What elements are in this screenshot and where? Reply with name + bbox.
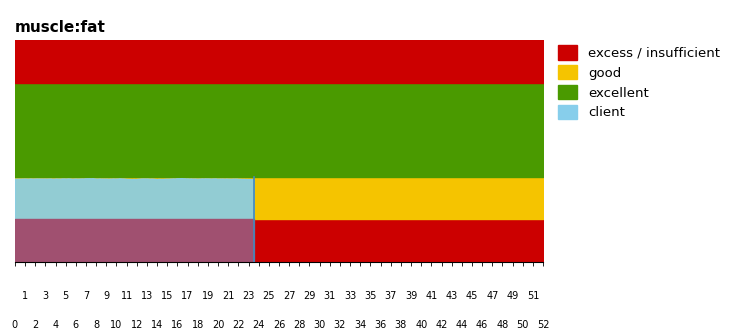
Text: 12: 12: [131, 320, 143, 330]
Text: 0: 0: [12, 320, 18, 330]
Text: 37: 37: [385, 291, 397, 301]
Text: 39: 39: [405, 291, 417, 301]
Text: 47: 47: [486, 291, 498, 301]
Text: 41: 41: [426, 291, 437, 301]
Text: 40: 40: [415, 320, 427, 330]
Text: 42: 42: [435, 320, 448, 330]
Text: 26: 26: [273, 320, 285, 330]
Text: 29: 29: [304, 291, 315, 301]
Text: 27: 27: [283, 291, 295, 301]
Text: 15: 15: [161, 291, 173, 301]
Text: 34: 34: [354, 320, 366, 330]
Text: 14: 14: [151, 320, 163, 330]
Text: 21: 21: [222, 291, 234, 301]
Text: 10: 10: [110, 320, 123, 330]
Text: 16: 16: [171, 320, 184, 330]
Text: 22: 22: [232, 320, 245, 330]
Text: 20: 20: [212, 320, 224, 330]
Text: muscle:fat: muscle:fat: [15, 20, 106, 35]
Text: 33: 33: [344, 291, 356, 301]
Text: 43: 43: [446, 291, 458, 301]
Legend: excess / insufficient, good, excellent, client: excess / insufficient, good, excellent, …: [555, 42, 722, 122]
Text: 1: 1: [22, 291, 28, 301]
Text: 38: 38: [395, 320, 407, 330]
Text: 5: 5: [62, 291, 68, 301]
Text: 30: 30: [313, 320, 326, 330]
Text: 28: 28: [293, 320, 306, 330]
Text: 44: 44: [456, 320, 468, 330]
Text: 2: 2: [32, 320, 39, 330]
Text: 19: 19: [202, 291, 214, 301]
Text: 32: 32: [334, 320, 346, 330]
Text: 50: 50: [516, 320, 529, 330]
Text: 52: 52: [537, 320, 549, 330]
Text: 46: 46: [476, 320, 488, 330]
Text: 31: 31: [324, 291, 336, 301]
Text: 4: 4: [52, 320, 59, 330]
Text: 11: 11: [121, 291, 132, 301]
Text: 3: 3: [42, 291, 48, 301]
Text: 8: 8: [93, 320, 99, 330]
Text: 13: 13: [141, 291, 153, 301]
Text: 18: 18: [192, 320, 204, 330]
Text: 17: 17: [182, 291, 193, 301]
Text: 23: 23: [243, 291, 254, 301]
Text: 48: 48: [496, 320, 509, 330]
Text: 49: 49: [507, 291, 519, 301]
Text: 36: 36: [374, 320, 387, 330]
Text: 7: 7: [83, 291, 89, 301]
Text: 25: 25: [263, 291, 275, 301]
Text: 51: 51: [527, 291, 539, 301]
Text: 9: 9: [103, 291, 109, 301]
Text: 35: 35: [365, 291, 376, 301]
Text: 24: 24: [252, 320, 265, 330]
Text: 45: 45: [466, 291, 478, 301]
Text: 6: 6: [73, 320, 79, 330]
